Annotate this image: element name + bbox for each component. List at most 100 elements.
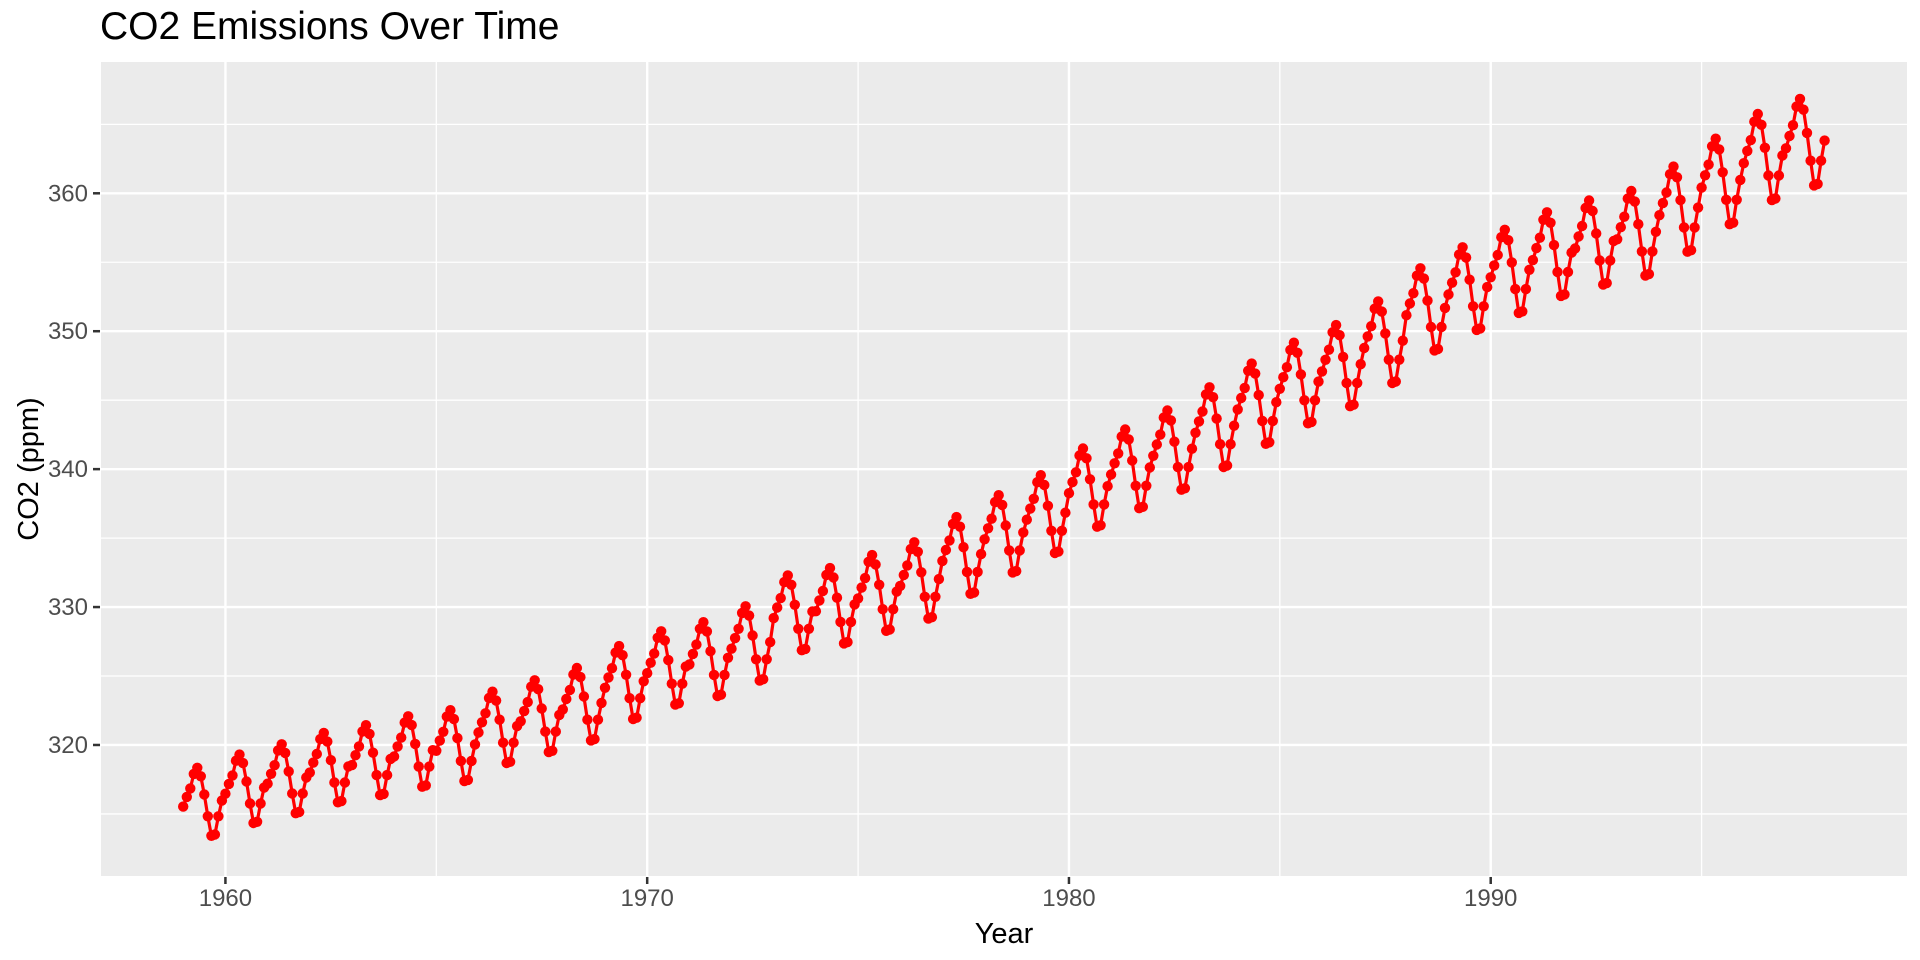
- co2-data-point: [1228, 420, 1240, 431]
- co2-data-point: [360, 720, 372, 731]
- co2-data-point: [1450, 267, 1461, 278]
- co2-data-point: [1102, 481, 1113, 492]
- co2-data-point: [803, 623, 815, 634]
- co2-data-point: [786, 579, 797, 590]
- co2-data-point: [515, 716, 526, 727]
- y-tick-label: 350: [48, 318, 88, 345]
- co2-data-point: [866, 549, 878, 561]
- co2-data-point: [564, 684, 576, 696]
- co2-data-point: [1819, 135, 1830, 146]
- co2-data-point: [1552, 266, 1563, 278]
- co2-data-point: [1214, 439, 1226, 450]
- co2-data-point: [926, 612, 938, 623]
- co2-data-point: [1425, 321, 1437, 333]
- co2-data-point: [1288, 337, 1300, 348]
- co2-data-point: [1359, 342, 1370, 354]
- co2-data-point: [1605, 255, 1616, 266]
- co2-data-point: [262, 778, 273, 789]
- co2-data-point: [1004, 545, 1015, 556]
- co2-data-point: [1661, 187, 1672, 198]
- co2-data-point: [455, 755, 467, 767]
- co2-data-point: [1812, 178, 1823, 190]
- co2-data-point: [1467, 301, 1479, 312]
- co2-data-point: [874, 579, 885, 590]
- co2-data-point: [1088, 499, 1099, 510]
- co2-data-point: [715, 689, 727, 700]
- co2-data-point: [490, 695, 502, 706]
- co2-data-point: [719, 669, 730, 681]
- co2-data-point: [276, 739, 287, 750]
- co2-data-point: [1721, 194, 1732, 205]
- co2-data-point: [195, 771, 206, 782]
- co2-data-point: [1323, 344, 1335, 355]
- co2-data-point: [888, 604, 899, 615]
- co2-data-point: [297, 788, 308, 799]
- co2-data-point: [1524, 264, 1535, 275]
- co2-data-point: [1397, 335, 1409, 346]
- co2-data-point: [606, 663, 618, 674]
- co2-data-point: [765, 636, 776, 648]
- co2-data-point: [329, 777, 340, 788]
- co2-data-point: [178, 801, 189, 812]
- co2-data-point: [1650, 226, 1662, 237]
- co2-data-point: [729, 632, 741, 644]
- co2-data-point: [940, 544, 952, 556]
- co2-data-point: [522, 696, 533, 708]
- co2-data-point: [308, 757, 319, 768]
- co2-data-point: [1053, 546, 1064, 557]
- co2-data-point: [1756, 119, 1767, 130]
- co2-data-point: [782, 570, 793, 581]
- co2-data-point: [993, 490, 1004, 501]
- co2-data-point: [649, 648, 660, 659]
- co2-data-point: [1612, 234, 1623, 245]
- co2-data-point: [1390, 376, 1402, 387]
- co2-data-point: [350, 750, 361, 761]
- co2-data-point: [497, 737, 509, 748]
- co2-data-point: [793, 623, 804, 634]
- co2-data-point: [750, 654, 762, 665]
- co2-data-point: [1485, 272, 1496, 283]
- co2-data-point: [1647, 246, 1658, 257]
- co2-data-point: [817, 585, 829, 597]
- co2-data-point: [828, 572, 839, 583]
- co2-data-point: [294, 806, 305, 818]
- co2-data-point: [1155, 429, 1166, 440]
- co2-data-point: [902, 560, 913, 571]
- co2-data-point: [265, 768, 277, 779]
- co2-data-point: [1077, 443, 1089, 454]
- co2-data-point: [599, 682, 611, 693]
- co2-data-point: [1366, 321, 1377, 332]
- co2-data-point: [1046, 525, 1057, 536]
- co2-data-point: [1475, 323, 1486, 334]
- co2-data-point: [620, 669, 632, 680]
- co2-data-point: [1692, 202, 1704, 213]
- co2-data-point: [1636, 246, 1648, 257]
- co2-data-point: [406, 719, 417, 731]
- co2-data-point: [1489, 260, 1500, 271]
- co2-data-point: [1794, 93, 1806, 105]
- co2-data-point: [772, 602, 783, 613]
- co2-data-point: [578, 691, 590, 702]
- co2-data-point: [1295, 369, 1307, 380]
- co2-data-point: [420, 780, 431, 791]
- co2-data-point: [1629, 196, 1641, 207]
- co2-data-point: [1292, 347, 1303, 358]
- co2-data-point: [1144, 462, 1156, 473]
- co2-data-point: [1281, 362, 1293, 373]
- co2-data-point: [241, 776, 252, 787]
- y-tick-label: 340: [48, 456, 88, 483]
- co2-data-point: [1141, 480, 1152, 491]
- co2-data-point: [1422, 295, 1433, 306]
- co2-data-point: [761, 654, 772, 665]
- co2-data-point: [536, 703, 547, 714]
- co2-data-point: [835, 616, 846, 628]
- co2-data-point: [533, 684, 544, 695]
- co2-data-point: [1464, 274, 1475, 285]
- co2-data-point: [220, 788, 231, 799]
- co2-data-point: [1162, 405, 1173, 416]
- co2-data-point: [933, 573, 945, 585]
- co2-data-point: [1573, 231, 1584, 242]
- co2-data-point: [1591, 228, 1602, 239]
- co2-data-point: [972, 566, 983, 578]
